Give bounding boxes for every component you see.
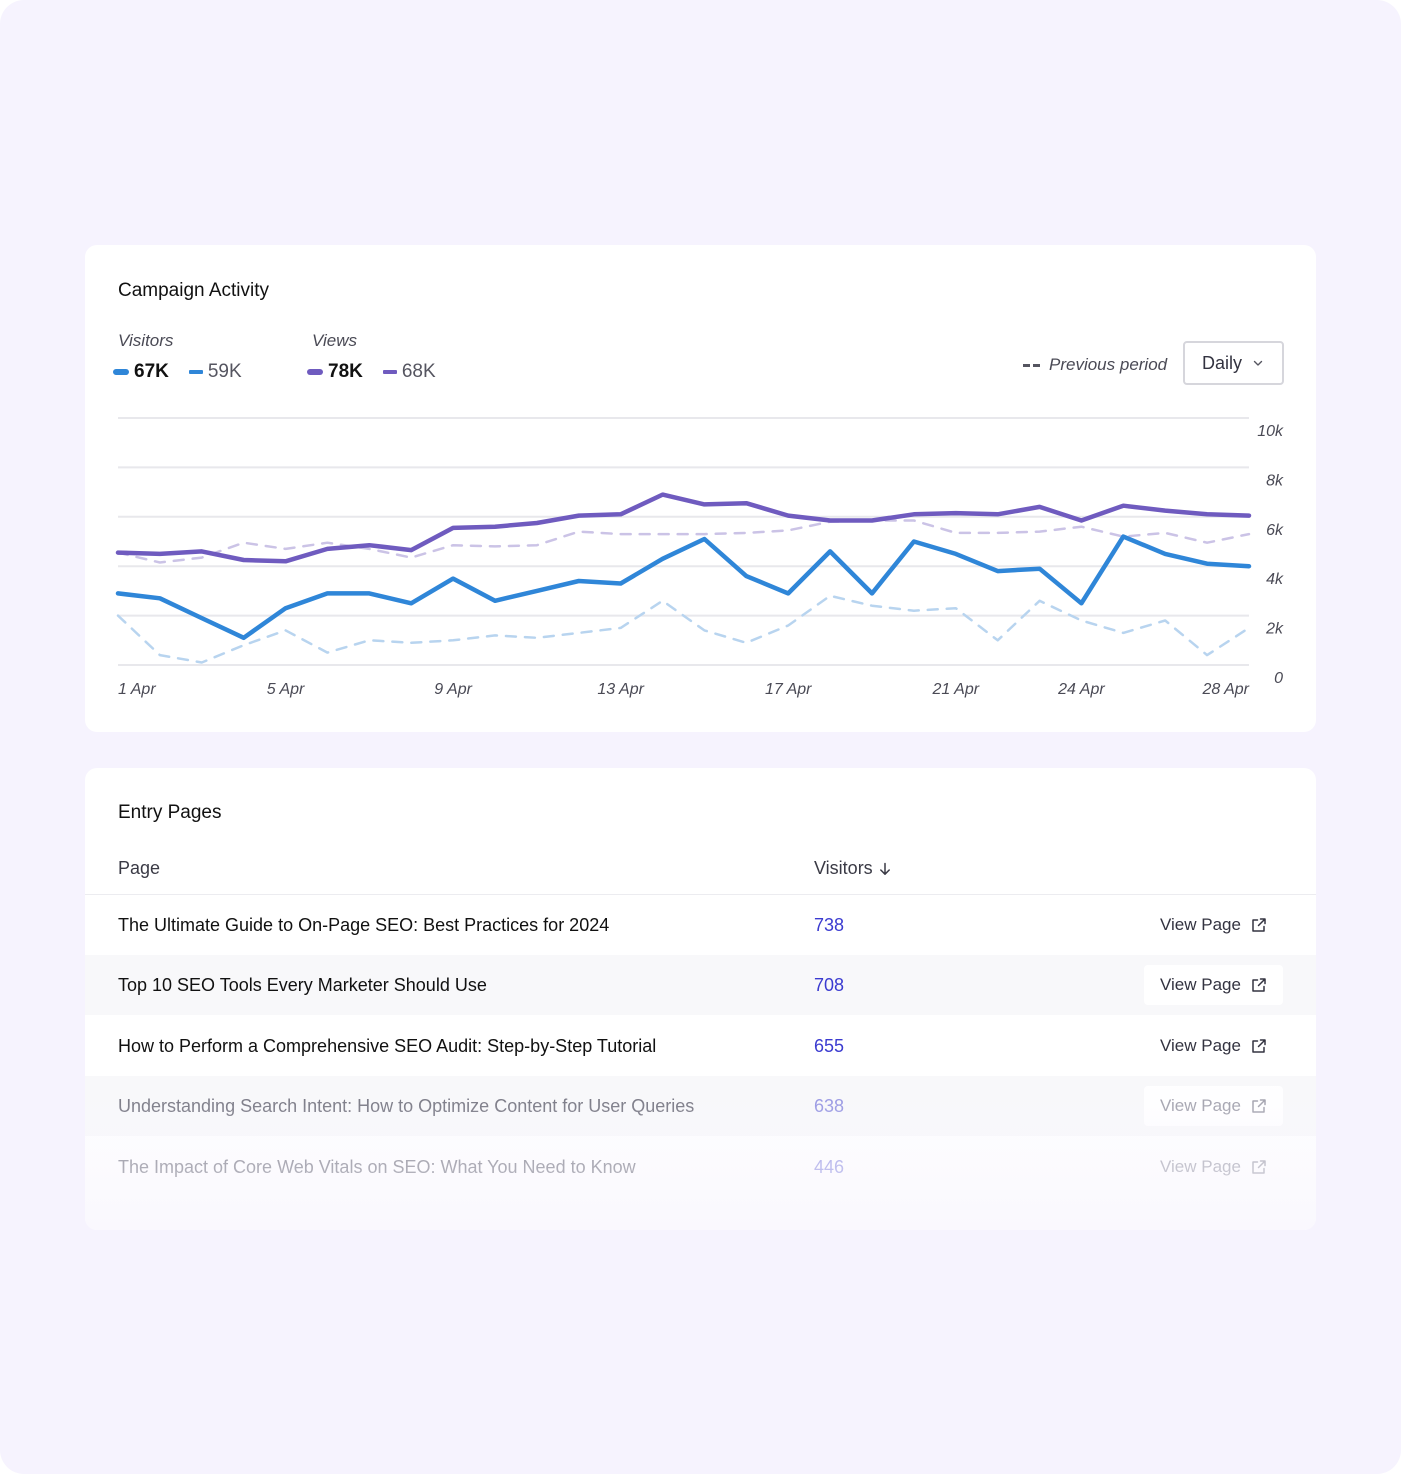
legend-swatch: [188, 370, 203, 374]
view-page-button[interactable]: View Page: [1144, 1147, 1283, 1187]
column-header-label: Visitors: [814, 858, 873, 878]
view-page-button[interactable]: View Page: [1144, 905, 1283, 945]
legend-value: 68K: [401, 361, 436, 382]
y-tick-label: 0: [1274, 670, 1283, 687]
view-page-button[interactable]: View Page: [1144, 1026, 1283, 1066]
x-tick-label: 17 Apr: [765, 681, 812, 698]
x-tick-label: 5 Apr: [267, 681, 305, 698]
entry-pages-card: Entry Pages Page Visitors The Ultimate G…: [85, 768, 1316, 1230]
column-header-page[interactable]: Page: [118, 858, 161, 878]
x-tick-label: 28 Apr: [1201, 681, 1249, 698]
legend-swatch: [382, 370, 397, 374]
view-page-label: View Page: [1160, 975, 1241, 994]
series-views-previous-line: [116, 519, 1251, 564]
view-page-button[interactable]: View Page: [1144, 965, 1283, 1005]
legend-value: 59K: [207, 361, 242, 382]
visitor-count: 446: [814, 1156, 845, 1177]
page-title[interactable]: Top 10 SEO Tools Every Marketer Should U…: [118, 974, 487, 995]
page-title[interactable]: The Ultimate Guide to On-Page SEO: Best …: [118, 914, 610, 935]
card-title: Entry Pages: [118, 802, 222, 823]
table-row: Understanding Search Intent: How to Opti…: [85, 1076, 1316, 1136]
legend-views: Views 78K 68K: [307, 331, 456, 383]
view-page-label: View Page: [1160, 915, 1241, 934]
view-page-label: View Page: [1160, 1036, 1241, 1055]
legend-value: 78K: [328, 361, 363, 382]
table-row: The Ultimate Guide to On-Page SEO: Best …: [85, 895, 1316, 955]
previous-period-label: Previous period: [1049, 355, 1168, 374]
x-tick-label: 9 Apr: [434, 681, 472, 698]
view-page-button[interactable]: View Page: [1144, 1086, 1283, 1126]
visitor-count: 655: [814, 1035, 845, 1056]
legend-row: 67K 59K: [113, 361, 262, 383]
header-divider: [85, 894, 1316, 895]
external-link-icon: [1252, 1160, 1266, 1174]
legend-swatch: [307, 369, 323, 375]
y-tick-label: 6k: [1266, 522, 1284, 539]
page-title[interactable]: How to Perform a Comprehensive SEO Audit…: [118, 1035, 657, 1056]
legend-views-previous[interactable]: 68K: [382, 361, 436, 383]
series-visitors-previous-line: [116, 594, 1251, 664]
previous-period-legend: Previous period: [1023, 355, 1167, 375]
card-title: Campaign Activity: [118, 280, 270, 301]
view-page-label: View Page: [1160, 1096, 1241, 1115]
x-tick-label: 21 Apr: [932, 681, 980, 698]
external-link-icon: [1252, 1099, 1266, 1113]
y-tick-label: 2k: [1265, 621, 1284, 638]
legend-swatch: [113, 369, 129, 375]
visitor-count: 708: [814, 974, 845, 995]
arrow-down-icon: [879, 862, 890, 875]
x-tick-label: 1 Apr: [118, 681, 156, 698]
campaign-line-chart: 10k 8k 6k 4k 2k 0 1 Apr 5 Apr 9 Apr 13 Apr 17 Apr 2…: [115, 417, 1284, 698]
interval-dropdown[interactable]: Daily: [1183, 341, 1284, 385]
y-tick-label: 8k: [1266, 472, 1284, 489]
visitor-count: 638: [814, 1095, 845, 1116]
dashed-line-icon: [1023, 363, 1043, 367]
view-page-label: View Page: [1160, 1157, 1241, 1176]
series-visitors-current-line: [115, 534, 1252, 641]
legend-views-current[interactable]: 78K: [307, 361, 363, 383]
y-tick-label: 10k: [1257, 423, 1284, 440]
campaign-activity-card: Campaign Activity Visitors 67K 59K Views…: [85, 245, 1316, 732]
table-row: How to Perform a Comprehensive SEO Audit…: [85, 1016, 1316, 1076]
page-title[interactable]: Understanding Search Intent: How to Opti…: [118, 1095, 695, 1116]
x-tick-label: 13 Apr: [597, 681, 644, 698]
external-link-icon: [1252, 1039, 1266, 1053]
table-row: Top 10 SEO Tools Every Marketer Should U…: [85, 955, 1316, 1015]
page-title[interactable]: The Impact of Core Web Vitals on SEO: Wh…: [118, 1156, 636, 1177]
y-tick-label: 4k: [1266, 571, 1284, 588]
visitor-count: 738: [814, 914, 845, 935]
legend-heading: Views: [312, 331, 358, 350]
legend-heading: Visitors: [118, 331, 174, 350]
legend-visitors-current[interactable]: 67K: [113, 361, 169, 383]
external-link-icon: [1252, 918, 1266, 932]
external-link-icon: [1252, 978, 1266, 992]
interval-selected: Daily: [1202, 352, 1243, 373]
column-header-visitors[interactable]: Visitors: [814, 858, 891, 879]
legend-visitors-previous[interactable]: 59K: [188, 361, 242, 383]
x-tick-label: 24 Apr: [1057, 681, 1105, 698]
legend-row: 78K 68K: [307, 361, 456, 383]
chevron-down-icon: [1253, 360, 1263, 366]
table-row: The Impact of Core Web Vitals on SEO: Wh…: [85, 1137, 1316, 1197]
legend-value: 67K: [134, 361, 169, 382]
series-views-current-line: [115, 492, 1252, 564]
legend-visitors: Visitors 67K 59K: [113, 331, 262, 383]
